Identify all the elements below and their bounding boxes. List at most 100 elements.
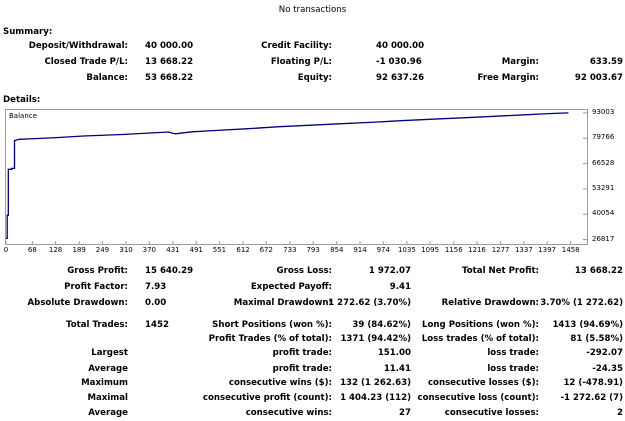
expected-payoff-label: Expected Payoff: xyxy=(250,282,332,292)
x-tick-label: 68 xyxy=(27,246,37,254)
maximal-label: Maximal xyxy=(87,393,128,403)
average-profit-value: 11.41 xyxy=(383,364,411,374)
x-tick-label: 974 xyxy=(376,246,390,254)
profit-trades-label: Profit Trades (% of total): xyxy=(208,334,332,344)
equity-label: Equity: xyxy=(297,73,332,83)
balance-label: Balance: xyxy=(86,73,128,83)
maximal-consecutive-loss-value: -1 272.62 (7) xyxy=(560,393,623,403)
margin-label: Margin: xyxy=(501,57,539,67)
floating-pl-value: -1 030.96 xyxy=(376,57,422,67)
largest-profit-label: profit trade: xyxy=(272,348,332,358)
maximal-consecutive-profit-value: 1 404.23 (112) xyxy=(340,393,411,403)
long-positions-label: Long Positions (won %): xyxy=(422,320,539,330)
relative-drawdown-label: Relative Drawdown: xyxy=(441,298,539,308)
y-tick-label: 66528 xyxy=(592,158,615,167)
free-margin-value: 92 003.67 xyxy=(574,73,623,83)
balance-chart: Balance xyxy=(5,109,588,245)
summary-heading: Summary: xyxy=(3,27,53,37)
x-tick-label: 612 xyxy=(236,246,250,254)
credit-facility-label: Credit Facility: xyxy=(261,41,332,51)
short-positions-value: 39 (84.62%) xyxy=(352,320,411,330)
max-consecutive-losses-label: consecutive losses ($): xyxy=(427,378,539,388)
x-tick-label: 310 xyxy=(119,246,133,254)
avg-consecutive-losses-label: consecutive losses: xyxy=(444,408,539,418)
x-tick-label: 793 xyxy=(306,246,320,254)
gross-profit-label: Gross Profit: xyxy=(67,266,128,276)
x-tick-label: 128 xyxy=(48,246,63,254)
largest-profit-value: 151.00 xyxy=(377,348,411,358)
total-trades-label: Total Trades: xyxy=(66,320,128,330)
x-tick-label: 249 xyxy=(95,246,110,254)
average-profit-label: profit trade: xyxy=(272,364,332,374)
total-trades-value: 1452 xyxy=(145,320,169,330)
avg-consecutive-wins-label: consecutive wins: xyxy=(245,408,332,418)
y-tick-label: 40054 xyxy=(592,209,615,218)
average-loss-value: -24.35 xyxy=(592,364,623,374)
x-tick-label: 551 xyxy=(212,246,227,254)
no-transactions-text: No transactions xyxy=(278,5,347,15)
avg-consecutive-losses-value: 2 xyxy=(617,408,623,418)
equity-value: 92 637.26 xyxy=(376,73,425,83)
profit-factor-value: 7.93 xyxy=(145,282,167,292)
x-tick-label: 0 xyxy=(3,246,9,254)
total-net-profit-label: Total Net Profit: xyxy=(462,266,539,276)
closed-trade-pl-value: 13 668.22 xyxy=(145,57,194,67)
y-tick-label: 79766 xyxy=(592,133,615,142)
x-tick-label: 914 xyxy=(353,246,367,254)
details-heading: Details: xyxy=(3,95,41,105)
average-label: Average xyxy=(88,364,128,374)
x-tick-label: 1095 xyxy=(421,246,440,254)
absolute-drawdown-value: 0.00 xyxy=(145,298,167,308)
loss-trades-value: 81 (5.58%) xyxy=(570,334,623,344)
credit-facility-value: 40 000.00 xyxy=(376,41,425,51)
chart-title: Balance xyxy=(9,112,37,120)
max-consecutive-losses-value: 12 (-478.91) xyxy=(563,378,623,388)
gross-loss-value: 1 972.07 xyxy=(368,266,411,276)
balance-value: 53 668.22 xyxy=(145,73,194,83)
gross-profit-value: 15 640.29 xyxy=(145,266,194,276)
average-loss-label: loss trade: xyxy=(487,364,539,374)
max-consecutive-wins-label: consecutive wins ($): xyxy=(228,378,332,388)
x-tick-label: 1216 xyxy=(468,246,486,254)
loss-trades-label: Loss trades (% of total): xyxy=(421,334,539,344)
absolute-drawdown-label: Absolute Drawdown: xyxy=(27,298,128,308)
profit-trades-value: 1371 (94.42%) xyxy=(340,334,411,344)
y-tick-label: 93003 xyxy=(592,107,615,116)
deposit-label: Deposit/Withdrawal: xyxy=(28,41,128,51)
y-tick-label: 53291 xyxy=(592,183,615,192)
x-tick-label: 1035 xyxy=(397,246,416,254)
maximal-drawdown-value: 1 272.62 (3.70%) xyxy=(328,298,411,308)
largest-loss-label: loss trade: xyxy=(487,348,539,358)
closed-trade-pl-label: Closed Trade P/L: xyxy=(44,57,128,67)
x-tick-label: 1156 xyxy=(444,246,463,254)
floating-pl-label: Floating P/L: xyxy=(270,57,332,67)
profit-factor-label: Profit Factor: xyxy=(64,282,128,292)
gross-loss-label: Gross Loss: xyxy=(276,266,332,276)
x-tick-label: 672 xyxy=(259,246,273,254)
maximum-label: Maximum xyxy=(81,378,128,388)
long-positions-value: 1413 (94.69%) xyxy=(552,320,623,330)
largest-label: Largest xyxy=(91,348,128,358)
x-tick-label: 370 xyxy=(142,246,156,254)
x-tick-label: 431 xyxy=(166,246,180,254)
margin-value: 633.59 xyxy=(589,57,623,67)
expected-payoff-value: 9.41 xyxy=(389,282,411,292)
free-margin-label: Free Margin: xyxy=(477,73,539,83)
y-tick-label: 26817 xyxy=(592,234,615,243)
x-tick-label: 1277 xyxy=(491,246,510,254)
max-consecutive-wins-value: 132 (1 262.63) xyxy=(340,378,411,388)
average-consecutive-label: Average xyxy=(88,408,128,418)
short-positions-label: Short Positions (won %): xyxy=(212,320,332,330)
x-tick-label: 1458 xyxy=(561,246,580,254)
x-tick-label: 491 xyxy=(189,246,203,254)
deposit-value: 40 000.00 xyxy=(145,41,194,51)
relative-drawdown-value: 3.70% (1 272.62) xyxy=(540,298,623,308)
maximal-drawdown-label: Maximal Drawdown: xyxy=(233,298,332,308)
avg-consecutive-wins-value: 27 xyxy=(399,408,411,418)
maximal-consecutive-profit-label: consecutive profit (count): xyxy=(202,393,332,403)
x-tick-label: 733 xyxy=(283,246,297,254)
x-tick-label: 189 xyxy=(72,246,86,254)
x-tick-label: 1397 xyxy=(538,246,557,254)
x-tick-label: 854 xyxy=(330,246,344,254)
total-net-profit-value: 13 668.22 xyxy=(574,266,623,276)
